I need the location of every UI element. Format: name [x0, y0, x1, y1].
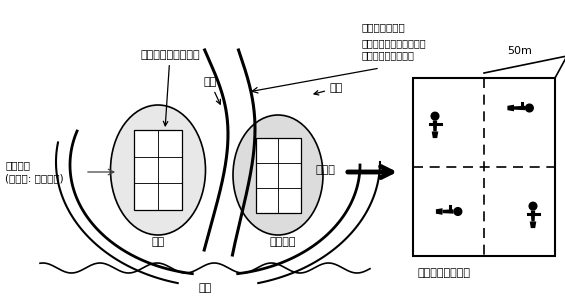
Bar — [134, 130, 182, 210]
Polygon shape — [507, 105, 514, 111]
Polygon shape — [432, 132, 438, 138]
Polygon shape — [531, 211, 535, 222]
Bar — [255, 138, 301, 212]
Polygon shape — [530, 222, 536, 228]
Text: 調査測線及び調査枠: 調査測線及び調査枠 — [140, 50, 200, 126]
Text: 調査枠: 調査枠 — [315, 165, 335, 175]
Polygon shape — [442, 209, 454, 214]
Text: 調査枠設置基点: 調査枠設置基点 — [362, 22, 406, 32]
Bar — [413, 78, 555, 256]
Circle shape — [525, 104, 533, 112]
Text: 海藻藻場: 海藻藻場 — [270, 237, 296, 247]
Circle shape — [454, 208, 462, 215]
Polygon shape — [436, 208, 442, 215]
Circle shape — [431, 112, 439, 120]
Text: ・調査枠の拡大図: ・調査枠の拡大図 — [418, 268, 471, 278]
Circle shape — [529, 202, 537, 210]
Text: 水路: 水路 — [203, 77, 220, 104]
Ellipse shape — [111, 105, 206, 235]
Text: 水路の切れ目より一番近
い藻場を基点とする: 水路の切れ目より一番近 い藻場を基点とする — [362, 38, 427, 60]
Text: 海底: 海底 — [198, 283, 212, 293]
Polygon shape — [514, 106, 525, 110]
Text: 磯原: 磯原 — [151, 237, 164, 247]
Text: 外海: 外海 — [314, 83, 344, 95]
Ellipse shape — [233, 115, 323, 235]
Text: 50m: 50m — [507, 46, 532, 56]
Polygon shape — [433, 121, 437, 132]
Text: 調査測線
(ライン: しと表示): 調査測線 (ライン: しと表示) — [5, 160, 64, 184]
